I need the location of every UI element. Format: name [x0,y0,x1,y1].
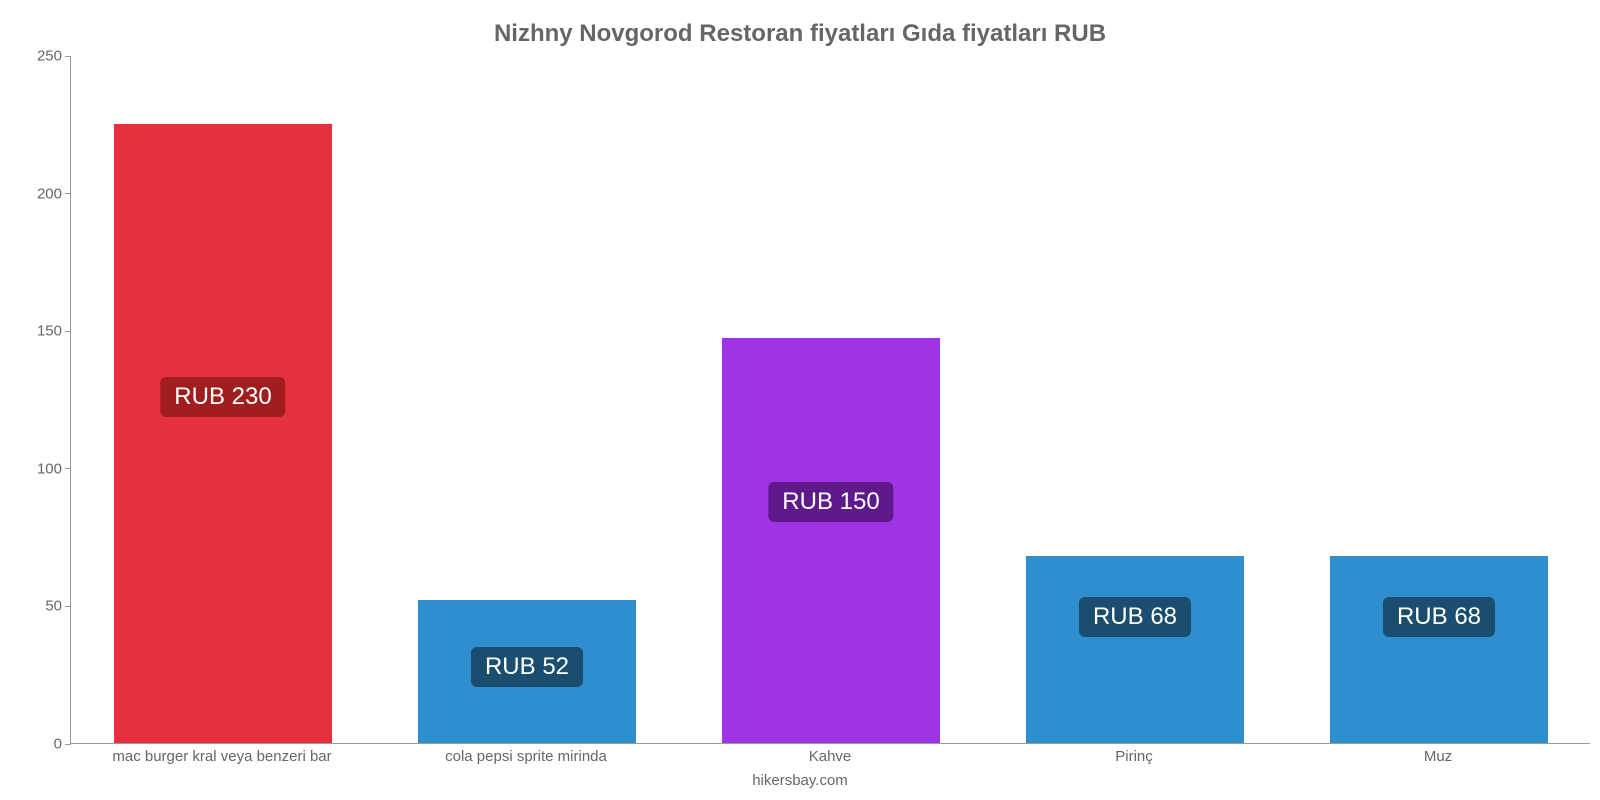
y-axis-tick [65,468,71,469]
bar [114,124,333,743]
x-axis-label: Kahve [809,748,852,765]
attribution: hikersbay.com [752,772,848,789]
bar-value-label: RUB 52 [471,647,583,687]
bar-value-label: RUB 68 [1079,597,1191,637]
bar-value-label: RUB 230 [160,377,285,417]
bar-value-label: RUB 68 [1383,597,1495,637]
y-axis-tick [65,56,71,57]
bar [1330,556,1549,743]
y-axis-tick-label: 100 [37,460,62,477]
bar [1026,556,1245,743]
x-axis-label: Pirinç [1115,748,1153,765]
y-axis-tick [65,331,71,332]
y-axis-tick [65,744,71,745]
y-axis-tick [65,193,71,194]
y-axis-tick-label: 250 [37,48,62,65]
plot-area: RUB 230 RUB 52 RUB 150 RUB 68 RUB 68 [70,56,1590,744]
x-axis-label: mac burger kral veya benzeri bar [112,748,331,765]
bar [722,338,941,743]
chart-title: Nizhny Novgorod Restoran fiyatları Gıda … [0,0,1600,48]
y-axis-tick-label: 50 [45,598,62,615]
bar-value-label: RUB 150 [768,482,893,522]
x-axis-label: Muz [1424,748,1452,765]
y-axis-tick [65,606,71,607]
y-axis-tick-label: 200 [37,185,62,202]
x-axis-label: cola pepsi sprite mirinda [445,748,607,765]
y-axis-tick-label: 150 [37,323,62,340]
y-axis-tick-label: 0 [54,736,62,753]
